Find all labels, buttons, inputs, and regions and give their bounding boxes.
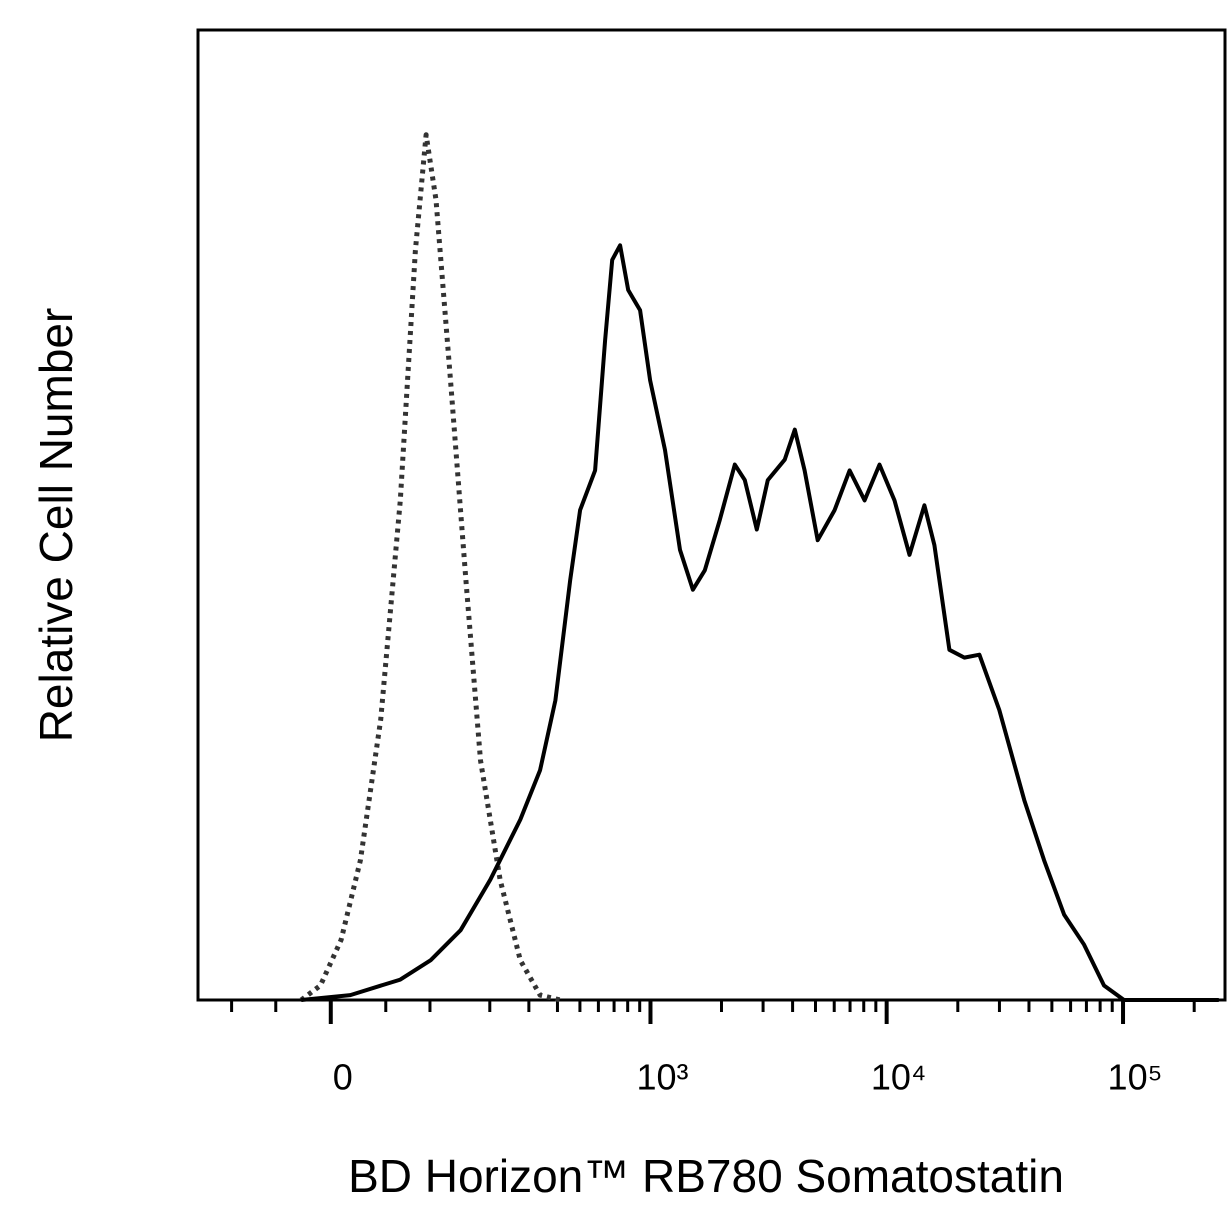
x-tick-label: 10⁵ [1108,1057,1163,1098]
x-axis-title: BD Horizon™ RB780 Somatostatin [348,1150,1064,1202]
x-tick-label: 10⁴ [871,1057,927,1098]
plot-frame [196,28,1227,1002]
x-tick-label: 0 [333,1057,353,1098]
x-tick-label: 10³ [636,1057,688,1098]
series-line [299,132,561,1003]
y-axis-title: Relative Cell Number [30,308,82,743]
series-line [301,243,1219,1002]
